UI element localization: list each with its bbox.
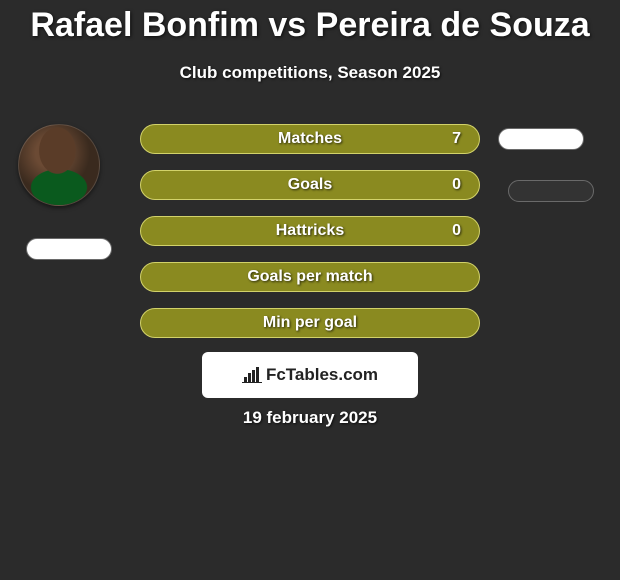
stat-bar-goals: Goals 0	[140, 170, 480, 200]
stat-bar-min-per-goal: Min per goal	[140, 308, 480, 338]
indicator-pill	[26, 238, 112, 260]
stat-label: Goals per match	[247, 268, 372, 286]
stat-bar-hattricks: Hattricks 0	[140, 216, 480, 246]
stat-value: 7	[452, 130, 461, 148]
logo-text: FcTables.com	[266, 365, 378, 385]
stat-bar-goals-per-match: Goals per match	[140, 262, 480, 292]
stat-value: 0	[452, 176, 461, 194]
fctables-logo: FcTables.com	[202, 352, 418, 398]
subtitle: Club competitions, Season 2025	[0, 63, 620, 83]
stat-label: Matches	[278, 130, 342, 148]
indicator-pill	[508, 180, 594, 202]
stat-value: 0	[452, 222, 461, 240]
stat-bar-matches: Matches 7	[140, 124, 480, 154]
stat-label: Goals	[288, 176, 332, 194]
bar-chart-icon	[242, 367, 262, 383]
player-left-avatar	[18, 124, 100, 206]
page-title: Rafael Bonfim vs Pereira de Souza	[0, 0, 620, 45]
stat-label: Hattricks	[276, 222, 344, 240]
footer-date: 19 february 2025	[0, 408, 620, 428]
stat-bars: Matches 7 Goals 0 Hattricks 0 Goals per …	[140, 124, 480, 354]
stat-label: Min per goal	[263, 314, 357, 332]
indicator-pill	[498, 128, 584, 150]
